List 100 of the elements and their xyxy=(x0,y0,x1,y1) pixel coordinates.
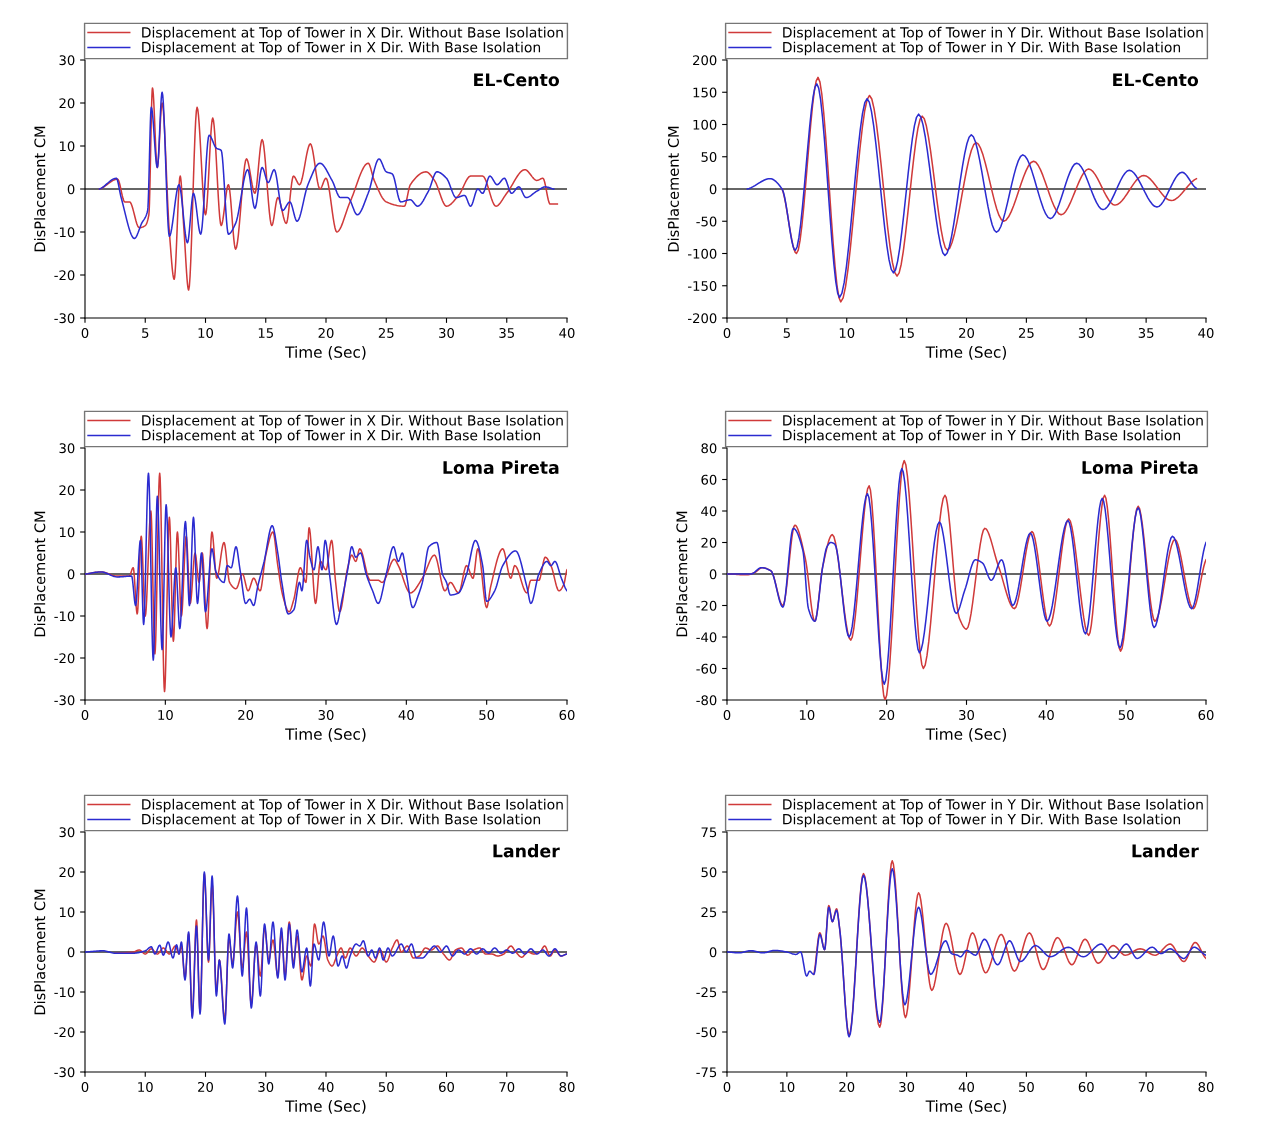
x-tick-label: 35 xyxy=(1138,327,1154,338)
y-tick-label: 0 xyxy=(709,569,717,580)
y-axis-title: DisPlacement CM xyxy=(34,126,46,252)
y-tick-label: 100 xyxy=(693,119,717,130)
x-tick-label: 5 xyxy=(142,328,149,338)
y-tick-label: 20 xyxy=(59,98,75,109)
x-tick-label: 30 xyxy=(959,709,975,720)
x-axis-title: Time (Sec) xyxy=(925,346,1007,360)
x-tick-label: 30 xyxy=(439,327,455,338)
y-tick-label: 60 xyxy=(701,474,717,485)
x-tick-label: 50 xyxy=(378,1081,394,1092)
y-axis-title: DisPlacement CM xyxy=(676,511,688,637)
y-tick-label: -20 xyxy=(696,600,717,611)
x-tick-label: 50 xyxy=(1019,1081,1034,1092)
y-tick-label: -10 xyxy=(54,611,75,622)
x-tick-label: 40 xyxy=(1038,709,1054,720)
y-axis-title: DisPlacement CM xyxy=(34,889,46,1015)
x-tick-label: 25 xyxy=(378,327,394,338)
x-tick-label: 40 xyxy=(958,1081,975,1092)
x-tick-label: 50 xyxy=(479,709,495,720)
legend-label: Displacement at Top of Tower in Y Dir. Without Base Isolation xyxy=(783,798,1203,813)
y-tick-label: -200 xyxy=(687,313,717,324)
x-tick-label: 10 xyxy=(779,1081,795,1092)
y-tick-label: -75 xyxy=(696,1067,717,1078)
x-tick-label: 30 xyxy=(258,1081,274,1092)
y-tick-label: -30 xyxy=(54,695,75,706)
x-tick-label: 20 xyxy=(198,1081,214,1092)
legend-label: Displacement at Top of Tower in Y Dir. With Base Isolation xyxy=(783,813,1181,828)
x-axis-title: Time (Sec) xyxy=(285,346,366,360)
x-tick-label: 80 xyxy=(559,1081,575,1092)
y-tick-label: 50 xyxy=(701,151,717,162)
x-tick-label: 20 xyxy=(959,327,975,338)
y-tick-label: -20 xyxy=(54,653,75,664)
legend-label: Displacement at Top of Tower in Y Dir. Without Base Isolation xyxy=(783,26,1203,41)
x-tick-label: 20 xyxy=(238,709,254,720)
y-tick-label: 50 xyxy=(701,867,717,878)
y-tick-label: 0 xyxy=(67,569,75,580)
x-tick-label: 10 xyxy=(839,327,855,338)
x-tick-label: 25 xyxy=(1018,327,1034,338)
y-axis-title: DisPlacement CM xyxy=(34,511,46,637)
x-tick-label: 60 xyxy=(439,1081,455,1092)
x-tick-label: 70 xyxy=(1138,1081,1154,1092)
x-tick-label: 40 xyxy=(1198,327,1214,338)
x-tick-label: 20 xyxy=(318,327,334,338)
y-tick-label: -10 xyxy=(54,987,75,998)
legend-label: Displacement at Top of Tower in X Dir. With Base Isolation xyxy=(142,41,541,56)
y-tick-label: -100 xyxy=(687,248,717,259)
y-tick-label: -50 xyxy=(696,216,717,227)
x-tick-label: 50 xyxy=(1118,709,1134,720)
y-tick-label: -25 xyxy=(696,987,717,998)
x-axis-title: Time (Sec) xyxy=(925,728,1007,742)
x-tick-label: 10 xyxy=(138,1081,153,1092)
y-tick-label: 0 xyxy=(67,947,75,958)
x-tick-label: 30 xyxy=(318,709,334,720)
y-tick-label: -80 xyxy=(696,695,717,706)
legend-label: Displacement at Top of Tower in X Dir. With Base Isolation xyxy=(142,813,541,828)
text: Loma Pireta xyxy=(443,460,559,475)
y-tick-label: 10 xyxy=(59,527,75,538)
y-tick-label: -150 xyxy=(687,280,717,291)
x-tick-label: 15 xyxy=(899,328,914,338)
y-tick-label: 20 xyxy=(701,537,717,548)
x-axis-title: Time (Sec) xyxy=(925,1100,1007,1114)
y-tick-label: -50 xyxy=(696,1027,717,1038)
x-tick-label: 30 xyxy=(1078,327,1094,338)
y-tick-label: 0 xyxy=(67,184,75,195)
x-tick-label: 5 xyxy=(783,328,790,338)
x-tick-label: 0 xyxy=(723,327,731,338)
x-tick-label: 0 xyxy=(81,709,89,720)
legend-label: Displacement at Top of Tower in X Dir. With Base Isolation xyxy=(142,429,541,444)
y-tick-label: 30 xyxy=(59,443,75,454)
legend-label: Displacement at Top of Tower in Y Dir. With Base Isolation xyxy=(783,41,1181,56)
x-tick-label: 0 xyxy=(81,327,89,338)
x-tick-label: 35 xyxy=(499,327,514,338)
y-tick-label: 75 xyxy=(701,827,717,838)
y-tick-label: 10 xyxy=(59,141,75,152)
y-tick-label: -20 xyxy=(54,270,75,281)
x-tick-label: 60 xyxy=(1198,709,1214,720)
x-tick-label: 0 xyxy=(81,1081,89,1092)
text: EL-Cento xyxy=(474,73,560,87)
x-tick-label: 10 xyxy=(158,709,173,720)
x-tick-label: 30 xyxy=(899,1081,915,1092)
y-tick-label: 30 xyxy=(59,827,75,838)
y-axis-title: DisPlacement CM xyxy=(667,126,679,252)
x-tick-label: 10 xyxy=(198,327,214,338)
x-tick-label: 20 xyxy=(879,709,895,720)
x-tick-label: 70 xyxy=(499,1081,515,1092)
y-tick-label: 20 xyxy=(59,485,75,496)
x-tick-label: 0 xyxy=(723,709,731,720)
x-tick-label: 40 xyxy=(398,709,414,720)
y-tick-label: 150 xyxy=(693,87,717,98)
x-tick-label: 40 xyxy=(318,1081,334,1092)
x-tick-label: 0 xyxy=(723,1081,731,1092)
y-tick-label: 40 xyxy=(701,506,717,517)
y-tick-label: 10 xyxy=(59,907,75,918)
legend-label: Displacement at Top of Tower in Y Dir. With Base Isolation xyxy=(783,429,1181,444)
x-tick-label: 15 xyxy=(258,328,273,338)
y-tick-label: -60 xyxy=(696,663,717,674)
y-tick-label: 30 xyxy=(59,55,75,66)
y-tick-label: -30 xyxy=(54,1067,75,1078)
x-axis-title: Time (Sec) xyxy=(285,728,366,742)
